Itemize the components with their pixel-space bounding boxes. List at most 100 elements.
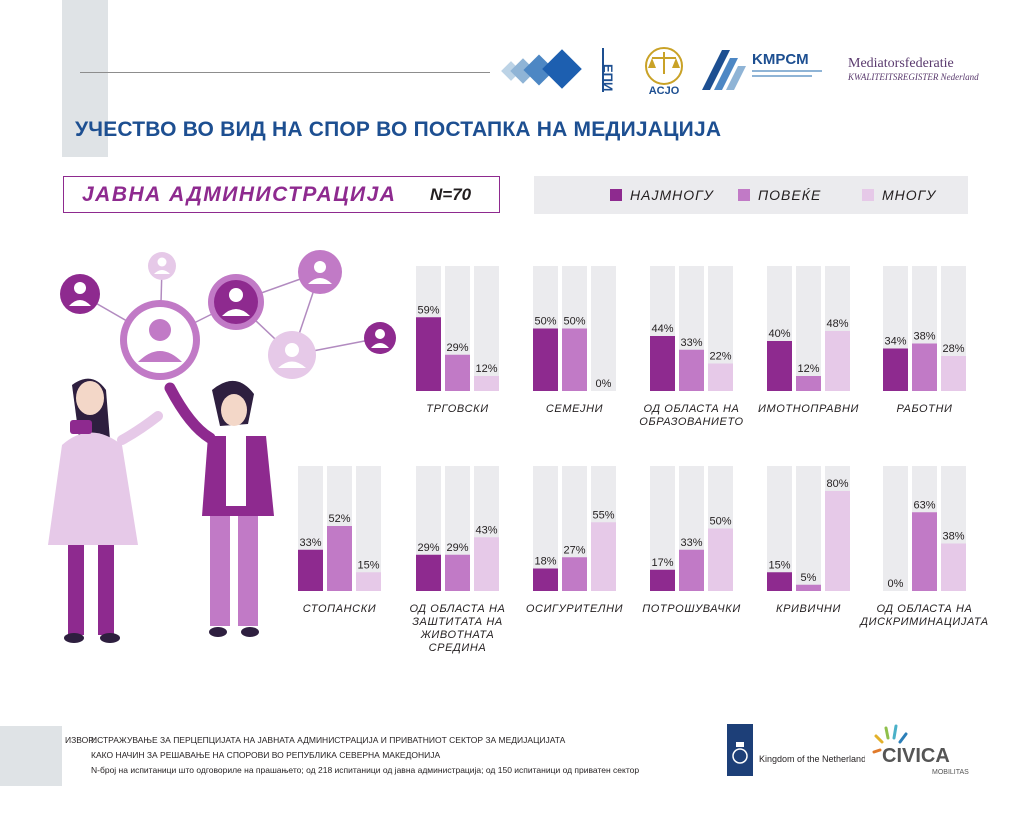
bar-background [767, 466, 792, 591]
legend-label-1: НАЈМНОГУ [630, 187, 714, 203]
panel-header: ЈАВНА АДМИНИСТРАЦИЈА N=70 [63, 176, 500, 213]
category-label-line: ОБРАЗОВАНИЕТО [639, 416, 743, 428]
bar [650, 336, 675, 391]
bar-data-label: 29% [417, 542, 439, 554]
legend-item-1: НАЈМНОГУ [610, 187, 714, 203]
bar-data-label: 15% [768, 559, 790, 571]
category-label: ИМОТНОПРАВНИ [758, 403, 859, 415]
legend-swatch-1 [610, 189, 622, 201]
category-label: ОД ОБЛАСТА НА ДИСКРИМИНАЦИЈАТА [858, 603, 988, 628]
category-label-line: ПОТРОШУВАЧКИ [642, 603, 741, 615]
bar [445, 554, 470, 591]
category-label-line: РАБОТНИ [896, 403, 952, 415]
bar-data-label: 0% [888, 578, 904, 590]
bar-data-label: 50% [534, 316, 556, 328]
bar-data-label: 22% [709, 351, 731, 363]
decor-block-top [62, 0, 108, 157]
kingdom-netherlands-text: Kingdom of the Netherlands [759, 754, 865, 764]
footer-line-3: N-број на испитаници што одговориле на п… [91, 765, 640, 775]
epi-logo: ЕПИ [501, 48, 616, 92]
category-label: ТРГОВСКИ [426, 403, 488, 415]
bar-data-label: 5% [801, 572, 817, 584]
category-label: РАБОТНИ [896, 403, 952, 415]
bar-data-label: 55% [592, 509, 614, 521]
header-rule [80, 72, 490, 73]
category-label: СТОПАНСКИ [303, 603, 377, 615]
civica-subtext: MOBILITAS [932, 769, 969, 776]
legend-item-3: МНОГУ [862, 187, 936, 203]
bar-data-label: 33% [680, 337, 702, 349]
footer-source-label: ИЗВОР: [65, 735, 97, 745]
bar-data-label: 12% [475, 363, 497, 375]
bar-background [474, 266, 499, 391]
bar [679, 349, 704, 391]
bar-data-label: 38% [942, 531, 964, 543]
bar-data-label: 63% [913, 499, 935, 511]
legend: НАЈМНОГУ ПОВЕЌЕ МНОГУ [534, 176, 968, 214]
bar [796, 584, 821, 591]
category-label-line: КРИВИЧНИ [776, 603, 841, 615]
bar [679, 549, 704, 591]
category-label-line: ЗАШТИТАТА НА [412, 616, 503, 628]
bar [941, 543, 966, 591]
acjo-logo-text: ACJO [649, 85, 680, 97]
bar-data-label: 33% [299, 537, 321, 549]
bar-data-label: 44% [651, 323, 673, 335]
legend-item-2: ПОВЕЌЕ [738, 187, 821, 203]
bar-data-label: 29% [446, 542, 468, 554]
bar [562, 557, 587, 591]
bar-data-label: 59% [417, 304, 439, 316]
panel-label: ЈАВНА АДМИНИСТРАЦИЈА [82, 183, 397, 206]
category-label: СЕМЕЈНИ [546, 403, 603, 415]
civica-mobilitas-logo: CIVICA MOBILITAS [872, 724, 969, 776]
category-label-line: ТРГОВСКИ [426, 403, 488, 415]
acjo-logo: ACJO [645, 47, 683, 97]
bar [416, 554, 441, 591]
bar [796, 376, 821, 391]
bar-data-label: 27% [563, 544, 585, 556]
legend-label-3: МНОГУ [882, 187, 937, 203]
category-label: ОСИГУРИТЕЛНИ [526, 603, 623, 615]
footer-line-1: ИСТРАЖУВАЊЕ ЗА ПЕРЦЕПЦИЈАТА НА ЈАВНАТА А… [91, 735, 566, 745]
bar [356, 572, 381, 591]
bar-data-label: 0% [596, 378, 612, 390]
bar-data-label: 80% [826, 478, 848, 490]
bar [825, 331, 850, 391]
category-label-line: ОД ОБЛАСТА НА [644, 403, 740, 415]
bar-data-label: 50% [563, 316, 585, 328]
bar [650, 569, 675, 591]
bar [474, 376, 499, 391]
bar [767, 572, 792, 591]
bar [474, 537, 499, 591]
bar-data-label: 43% [475, 524, 497, 536]
civica-text: CIVICA [882, 745, 950, 767]
kmpcm-logo-text: KMPCM [752, 51, 809, 68]
mediatorsfederatie-logo-sub: KWALITEITSREGISTER Nederland [848, 72, 979, 82]
category-label-line: СРЕДИНА [429, 642, 487, 654]
category-label: ПОТРОШУВАЧКИ [642, 603, 741, 615]
bar-data-label: 15% [357, 559, 379, 571]
bar [591, 522, 616, 591]
bar [912, 512, 937, 591]
category-label-line: ОД ОБЛАСТА НА [410, 603, 506, 615]
bar [445, 354, 470, 391]
bar [533, 328, 558, 391]
bar-data-label: 18% [534, 556, 556, 568]
bar-data-label: 33% [680, 537, 702, 549]
bar [533, 568, 558, 591]
decor-block-bottom [0, 726, 62, 786]
woman-right-figure [164, 380, 274, 637]
category-label-line: ОД ОБЛАСТА НА [877, 603, 973, 615]
bar-data-label: 40% [768, 328, 790, 340]
category-label-line: ИМОТНОПРАВНИ [758, 403, 859, 415]
bar [825, 491, 850, 591]
bar-data-label: 34% [884, 336, 906, 348]
footer-line-2: КАКО НАЧИН ЗА РЕШАВАЊЕ НА СПОРОВИ ВО РЕП… [91, 750, 441, 760]
bar-data-label: 12% [797, 363, 819, 375]
category-label-line: ОСИГУРИТЕЛНИ [526, 603, 623, 615]
category-label-line: СЕМЕЈНИ [546, 403, 603, 415]
mediatorsfederatie-logo: Mediatorsfederatie KWALITEITSREGISTER Ne… [848, 56, 979, 82]
mediatorsfederatie-logo-title: Mediatorsfederatie [848, 56, 954, 71]
bar [562, 328, 587, 391]
